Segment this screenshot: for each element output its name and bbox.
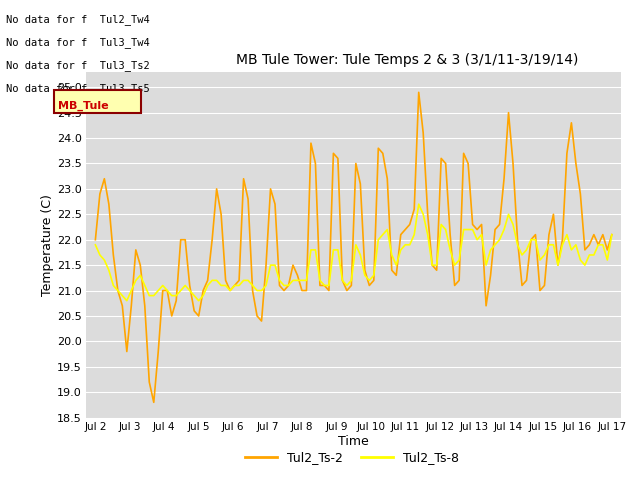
- Legend: Tul2_Ts-2, Tul2_Ts-8: Tul2_Ts-2, Tul2_Ts-8: [241, 446, 463, 469]
- Tul2_Ts-8: [415, 201, 422, 207]
- Tul2_Ts-2: [271, 201, 279, 207]
- Text: No data for f  Tul2_Tw4: No data for f Tul2_Tw4: [6, 13, 150, 24]
- Tul2_Ts-8: [532, 237, 540, 242]
- Text: No data for f  Tul3_Ts2: No data for f Tul3_Ts2: [6, 60, 150, 71]
- Tul2_Ts-8: [271, 262, 279, 268]
- Tul2_Ts-8: [410, 232, 418, 238]
- Tul2_Ts-2: [518, 283, 526, 288]
- Line: Tul2_Ts-8: Tul2_Ts-8: [95, 204, 612, 300]
- Text: MB_Tule: MB_Tule: [58, 100, 108, 111]
- Tul2_Ts-2: [92, 237, 99, 242]
- Text: No data for f  Tul3_Tw4: No data for f Tul3_Tw4: [6, 36, 150, 48]
- Tul2_Ts-8: [577, 257, 584, 263]
- Line: Tul2_Ts-2: Tul2_Ts-2: [95, 92, 612, 402]
- Tul2_Ts-2: [150, 399, 157, 405]
- X-axis label: Time: Time: [338, 435, 369, 448]
- Tul2_Ts-8: [446, 247, 454, 253]
- Tul2_Ts-8: [518, 252, 526, 258]
- Y-axis label: Temperature (C): Temperature (C): [41, 194, 54, 296]
- Text: No data for f  Tul3_Ts5: No data for f Tul3_Ts5: [6, 83, 150, 94]
- Tul2_Ts-2: [532, 232, 540, 238]
- Tul2_Ts-2: [410, 206, 418, 212]
- Title: MB Tule Tower: Tule Temps 2 & 3 (3/1/11-3/19/14): MB Tule Tower: Tule Temps 2 & 3 (3/1/11-…: [236, 53, 578, 67]
- Tul2_Ts-8: [608, 232, 616, 238]
- Tul2_Ts-2: [446, 232, 454, 238]
- Tul2_Ts-2: [415, 89, 422, 95]
- Tul2_Ts-2: [577, 191, 584, 197]
- Tul2_Ts-8: [92, 242, 99, 248]
- Tul2_Ts-8: [123, 298, 131, 303]
- Tul2_Ts-2: [608, 232, 616, 238]
